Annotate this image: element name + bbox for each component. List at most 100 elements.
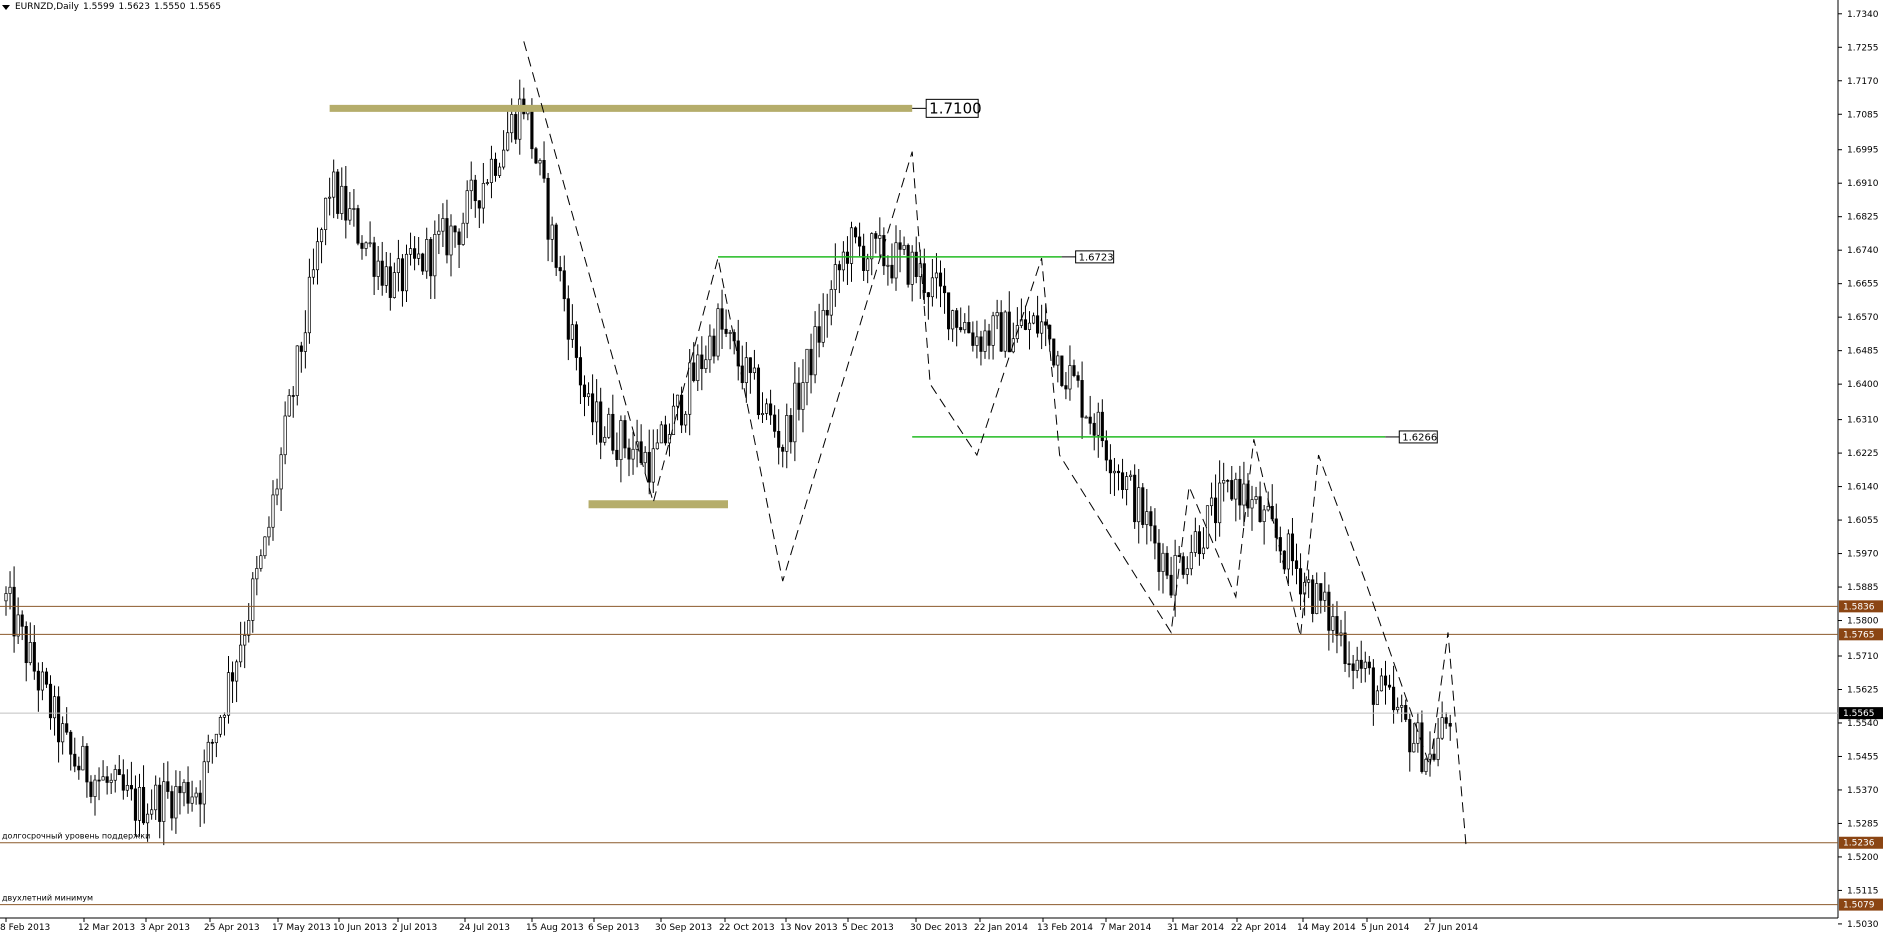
price-tick-label: 1.6225 xyxy=(1847,449,1879,459)
candle-body xyxy=(24,625,28,664)
candle-body xyxy=(408,248,413,255)
candle-body xyxy=(651,448,655,483)
time-tick-label: 13 Nov 2013 xyxy=(780,923,838,933)
candle-body xyxy=(991,315,995,346)
candle-body xyxy=(1084,416,1088,419)
price-tick-label: 1.5885 xyxy=(1847,583,1879,593)
candle-body xyxy=(1027,322,1032,330)
candle-body xyxy=(866,258,870,271)
candle-body xyxy=(947,292,951,330)
time-tick-label: 7 Mar 2014 xyxy=(1100,923,1152,933)
candle-body xyxy=(704,359,708,370)
candle-body xyxy=(1234,478,1238,500)
candle-body xyxy=(279,454,283,490)
candle-body xyxy=(1416,722,1420,744)
candle-body xyxy=(392,272,396,298)
candle-body xyxy=(797,382,801,410)
candle-body xyxy=(437,230,441,235)
candle-body xyxy=(307,276,311,334)
candle-body xyxy=(433,233,437,277)
candle-body xyxy=(1104,440,1108,461)
candle-body xyxy=(1072,365,1076,376)
candle-body xyxy=(971,332,975,346)
candle-body xyxy=(465,190,469,224)
candle-body xyxy=(283,415,287,456)
candle-body xyxy=(667,434,672,444)
time-tick-label: 5 Dec 2013 xyxy=(842,923,894,933)
candle-body xyxy=(1238,478,1242,506)
price-tick-label: 1.6400 xyxy=(1847,380,1879,390)
candle-body xyxy=(1141,487,1145,525)
candle-body xyxy=(829,289,833,316)
candle-body xyxy=(93,779,97,797)
candle-body xyxy=(631,448,635,460)
candle-body xyxy=(1007,311,1011,353)
candle-body xyxy=(449,225,453,256)
candle-body xyxy=(1145,511,1149,525)
candle-body xyxy=(1250,499,1254,509)
candle-body xyxy=(878,235,882,239)
candle-body xyxy=(1056,355,1060,366)
candle-body xyxy=(336,171,340,214)
candle-body xyxy=(8,586,12,594)
candle-body xyxy=(117,769,121,776)
candle-body xyxy=(328,196,332,199)
candle-body xyxy=(77,765,81,771)
price-tick-label: 1.6485 xyxy=(1847,347,1879,357)
candle-body xyxy=(1436,737,1440,760)
candle-body xyxy=(643,451,647,464)
candle-body xyxy=(340,185,344,214)
candle-body xyxy=(210,741,214,744)
candle-body xyxy=(1226,480,1230,482)
time-tick-label: 25 Apr 2013 xyxy=(204,923,260,933)
candle-body xyxy=(125,785,129,791)
candle-body xyxy=(562,270,566,300)
candle-body xyxy=(319,229,324,243)
candle-body xyxy=(692,362,696,381)
price-tick-label: 1.5625 xyxy=(1847,685,1879,695)
candle-body xyxy=(1286,533,1290,570)
candle-body xyxy=(154,784,158,811)
chart-menu-icon[interactable] xyxy=(2,4,10,10)
candle-body xyxy=(995,312,999,317)
candle-body xyxy=(457,231,461,245)
candle-body xyxy=(133,788,138,821)
candle-body xyxy=(493,158,498,176)
candle-body xyxy=(963,322,967,331)
candle-body xyxy=(109,779,113,783)
candle-body xyxy=(845,251,850,264)
candle-body xyxy=(1088,416,1092,424)
price-level-badge xyxy=(1839,600,1883,613)
candle-body xyxy=(1440,717,1444,739)
candle-body xyxy=(874,233,878,239)
candle-body xyxy=(61,723,65,743)
candle-body xyxy=(1193,531,1197,553)
open-value: 1.5599 xyxy=(83,2,115,12)
candle-body xyxy=(611,413,615,451)
candle-body xyxy=(113,769,117,781)
candle-body xyxy=(1375,690,1379,705)
candle-body xyxy=(1161,552,1165,572)
candle-body xyxy=(1080,380,1084,418)
candle-body xyxy=(404,253,409,292)
candle-body xyxy=(32,642,36,672)
candle-body xyxy=(1108,459,1112,474)
candle-body xyxy=(951,310,955,330)
candle-body xyxy=(934,272,939,279)
candle-body xyxy=(158,784,162,822)
candle-body xyxy=(1044,321,1048,326)
candle-body xyxy=(52,696,57,719)
time-tick-label: 3 Apr 2013 xyxy=(140,923,190,933)
candle-body xyxy=(44,671,49,685)
price-level-badge xyxy=(1839,898,1883,911)
candle-body xyxy=(186,781,190,804)
candle-body xyxy=(781,446,785,452)
candle-body xyxy=(1116,470,1121,474)
candle-body xyxy=(1396,706,1400,711)
high-value: 1.5623 xyxy=(118,2,151,12)
candle-body xyxy=(1412,742,1416,753)
candle-body xyxy=(396,258,400,273)
time-tick-label: 22 Apr 2014 xyxy=(1231,923,1287,933)
